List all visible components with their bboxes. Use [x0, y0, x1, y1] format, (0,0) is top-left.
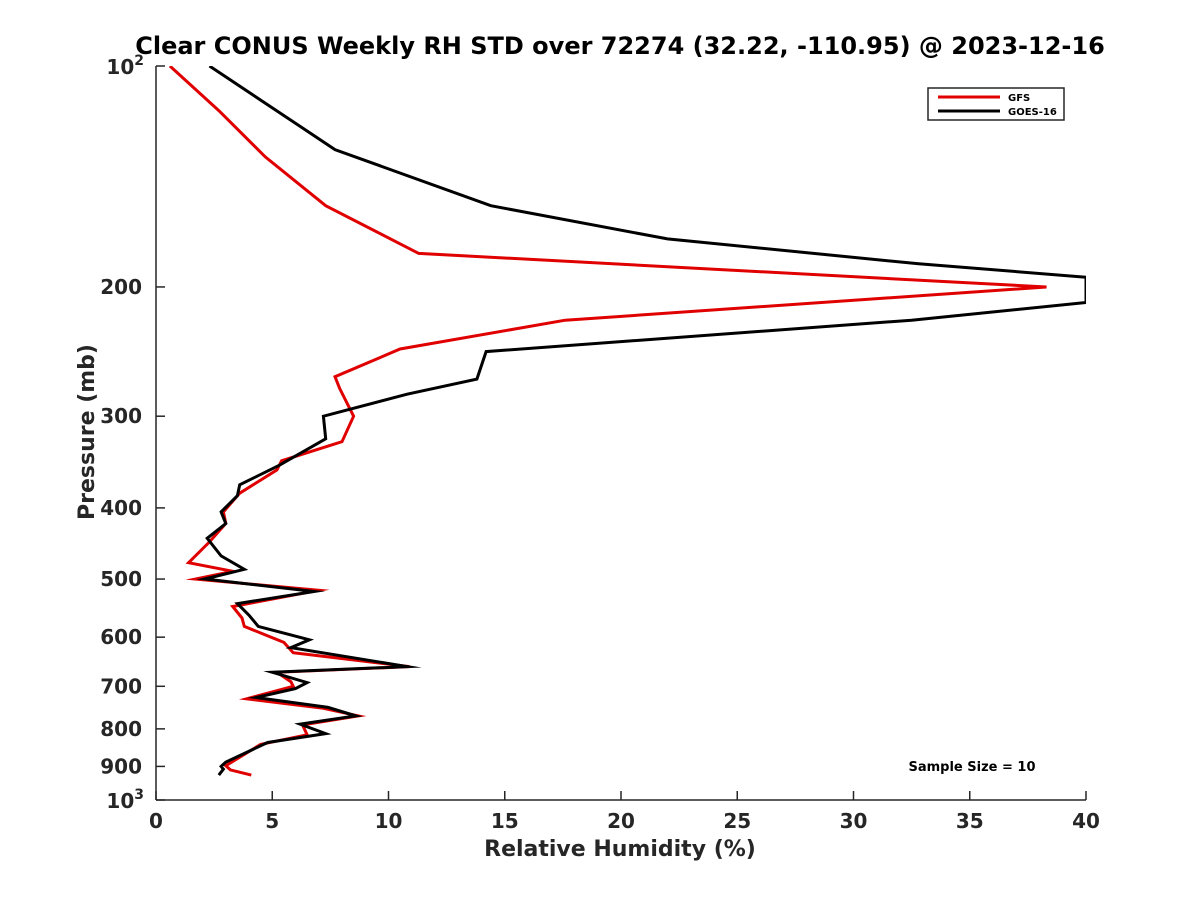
y-tick-label: 800	[100, 717, 142, 741]
y-tick-label-base: 10	[106, 789, 134, 813]
x-tick-label: 30	[840, 809, 868, 833]
y-tick-label-exponent: 2	[134, 53, 144, 69]
chart-title: Clear CONUS Weekly RH STD over 72274 (32…	[135, 32, 1105, 60]
y-tick-label-exponent: 3	[134, 787, 144, 803]
series-lines	[168, 66, 1086, 777]
y-tick-label: 102	[106, 53, 144, 79]
axes: 0 5 10 15 20 25 30 35 40102200300400500600700800…	[100, 53, 1100, 833]
sample-size-annotation: Sample Size = 10	[908, 760, 1035, 775]
legend-label: GOES-16	[1008, 107, 1057, 118]
y-tick-label: 200	[100, 275, 142, 299]
x-tick-label: 40	[1072, 809, 1100, 833]
y-axis-label: Pressure (mb)	[75, 344, 100, 520]
y-tick-label: 700	[100, 674, 142, 698]
series-line-goes-16	[196, 66, 1086, 777]
x-tick-label: 35	[956, 809, 984, 833]
y-tick-label: 300	[100, 404, 142, 428]
y-tick-label: 400	[100, 496, 142, 520]
legend: GFS GOES-16	[927, 87, 1065, 121]
legend-label: GFS	[1008, 93, 1030, 104]
x-tick-label: 20	[607, 809, 635, 833]
y-tick-label: 900	[100, 754, 142, 778]
x-tick-label: 5	[265, 809, 279, 833]
x-tick-label: 25	[723, 809, 751, 833]
y-tick-label: 103	[106, 787, 144, 813]
x-tick-label: 10	[375, 809, 403, 833]
x-axis-label: Relative Humidity (%)	[484, 837, 756, 862]
legend-box	[927, 87, 1065, 121]
y-tick-label: 600	[100, 625, 142, 649]
y-tick-label: 500	[100, 567, 142, 591]
y-tick-label-base: 10	[106, 55, 134, 79]
x-tick-label: 0	[149, 809, 163, 833]
x-tick-label: 15	[491, 809, 519, 833]
